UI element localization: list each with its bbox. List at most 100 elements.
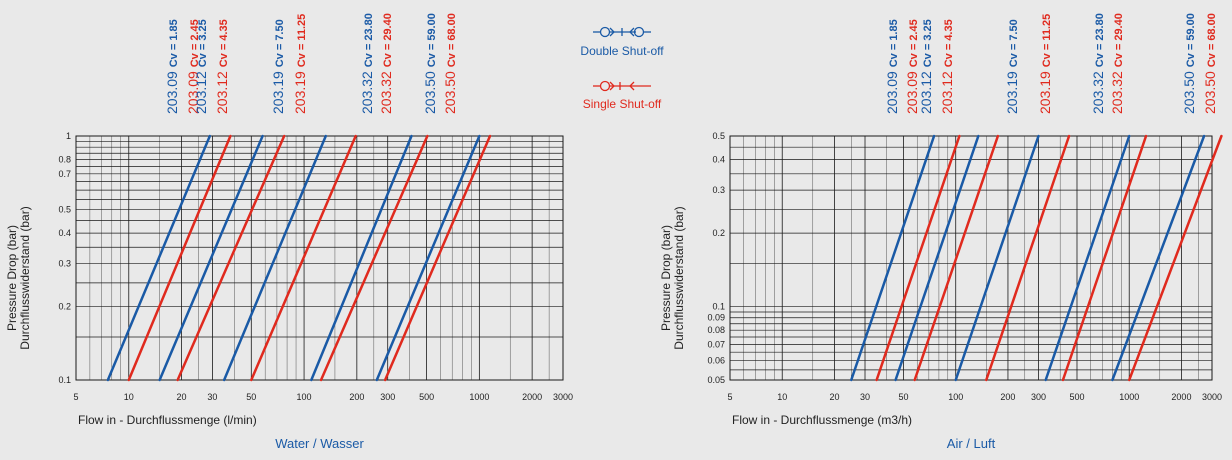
series-cv: Cv = 23.80 [1094,13,1106,67]
y-tick-label: 0.07 [707,339,725,349]
series-label: 203.19 Cv = 11.25 [1037,14,1053,114]
series-label: 203.09 Cv = 2.45 [904,19,920,114]
y-tick-label: 0.8 [58,155,71,165]
y-tick-label: 0.1 [712,302,725,312]
x-tick-label: 1000 [1119,392,1139,402]
series-model: 203.32 [359,67,375,114]
x-tick-label: 500 [1069,392,1084,402]
y-tick-label: 0.09 [707,313,725,323]
x-tick-label: 100 [948,392,963,402]
series-label: 203.50 Cv = 59.00 [1181,13,1197,114]
series-label: 203.32 Cv = 29.40 [1109,13,1125,114]
y-tick-label: 0.08 [707,325,725,335]
x-tick-label: 20 [177,392,187,402]
series-line [1111,134,1206,382]
series-model: 203.12 [214,67,230,114]
series-cv: Cv = 1.85 [888,19,900,67]
x-tick-label: 50 [898,392,908,402]
series-label: 203.32 Cv = 29.40 [378,13,394,114]
series-cv: Cv = 1.85 [168,19,180,67]
x-tick-label: 5 [727,392,732,402]
y-tick-label: 0.2 [58,302,71,312]
series-line [158,134,264,382]
series-cv: Cv = 11.25 [1041,14,1053,68]
y-axis-label-2: Durchflusswiderstand (bar) [672,206,686,349]
series-label: 203.09 Cv = 1.85 [884,19,900,114]
series-line [954,134,1040,382]
series-line [1127,134,1223,382]
legend-double-label: Double Shut-off [580,44,664,58]
series-model: 203.12 [193,67,209,114]
x-tick-label: 20 [829,392,839,402]
series-label: 203.32 Cv = 23.80 [1090,13,1106,114]
y-tick-label: 0.4 [58,228,71,238]
series-cv: Cv = 4.35 [943,19,955,67]
x-tick-label: 2000 [522,392,542,402]
y-tick-label: 0.06 [707,356,725,366]
air-chart: 5 10 20 30 50 100 200 300 500 1000 2000 3000 0.05 0.0… [659,13,1223,451]
series-line [176,134,286,382]
series-line [319,134,429,382]
chart-caption: Air / Luft [947,436,996,451]
series-cv: Cv = 7.50 [274,19,286,67]
series-label: 203.12 Cv = 3.25 [193,19,209,114]
legend-single-label: Single Shut-off [583,97,662,111]
series-model: 203.12 [918,67,934,114]
series-label: 203.32 Cv = 23.80 [359,13,375,114]
series-cv: Cv = 59.00 [1185,13,1197,67]
series-cv: Cv = 59.00 [426,13,438,67]
x-tick-label: 5 [73,392,78,402]
x-tick-label: 200 [1000,392,1015,402]
series-cv: Cv = 2.45 [908,19,920,67]
series-model: 203.19 [292,67,308,114]
x-tick-label: 3000 [1202,392,1222,402]
series-cv: Cv = 68.00 [1206,13,1218,67]
series-model: 203.32 [1090,67,1106,114]
series-model: 203.09 [185,67,201,114]
y-tick-label: 0.3 [58,259,71,269]
series-line [383,134,492,382]
y-tick-label: 0.5 [712,131,725,141]
series-label: 203.19 Cv = 11.25 [292,14,308,114]
series-cv: Cv = 29.40 [382,13,394,67]
chart-caption: Water / Wasser [275,436,364,451]
series-line [1061,134,1148,382]
series-label: 203.19 Cv = 7.50 [270,19,286,114]
series-model: 203.19 [270,67,286,114]
plot-frame [729,135,1213,381]
x-tick-label: 1000 [469,392,489,402]
legend: Double Shut-off Single Shut-off [580,26,664,111]
series-line [913,134,1000,382]
x-tick-label: 300 [380,392,395,402]
series-cv: Cv = 11.25 [296,14,308,68]
x-tick-label: 300 [1031,392,1046,402]
water-chart: 5 10 20 30 50 100 200 300 500 1000 2000 3000 0.1 0.2 0… [5,13,573,451]
series-label: 203.50 Cv = 68.00 [442,13,458,114]
y-tick-label: 1 [66,131,71,141]
series-cv: Cv = 3.25 [922,19,934,67]
series-cv: Cv = 3.25 [197,19,209,67]
series-line [1044,134,1131,382]
plot-frame [75,135,564,381]
y-axis-label: Pressure Drop (bar) [5,225,19,331]
series-label: 203.50 Cv = 59.00 [422,13,438,114]
x-tick-label: 500 [419,392,434,402]
series-cv: Cv = 2.45 [189,19,201,67]
y-tick-label: 0.5 [58,204,71,214]
y-tick-label: 0.7 [58,169,71,179]
series-model: 203.50 [442,67,458,114]
series-model: 203.09 [884,67,900,114]
series-line [875,134,961,382]
series-line [127,134,232,382]
y-tick-label: 0.2 [712,228,725,238]
single-shutoff-icon [593,80,651,92]
series-cv: Cv = 68.00 [446,13,458,67]
x-axis-label: Flow in - Durchflussmenge (l/min) [78,413,257,427]
series-label: 203.19 Cv = 7.50 [1004,19,1020,114]
series-cv: Cv = 7.50 [1008,19,1020,67]
x-tick-label: 30 [207,392,217,402]
x-tick-label: 3000 [553,392,573,402]
series-line [222,134,328,382]
